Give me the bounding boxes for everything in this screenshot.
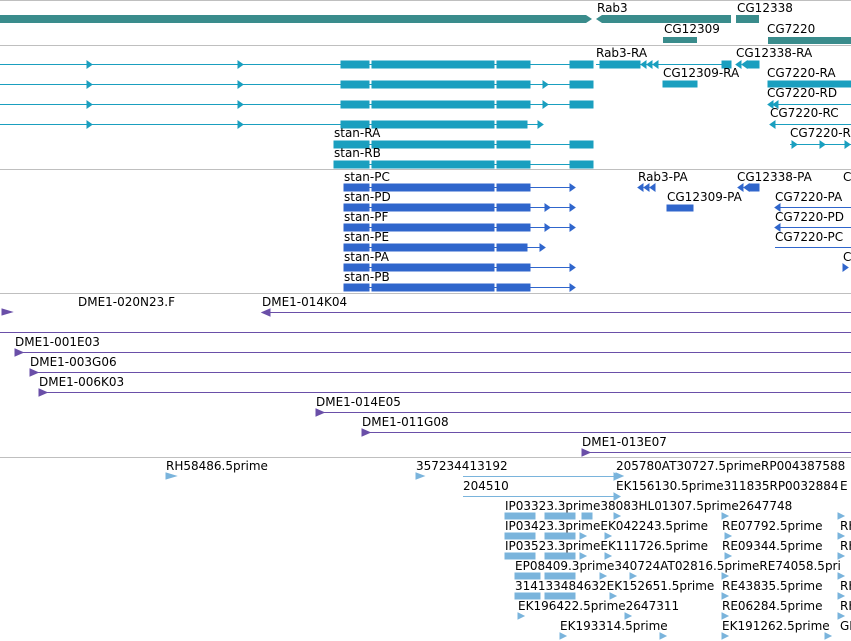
track-separator [0, 45, 851, 46]
est-label-ek191262[interactable]: EK191262.5prime [722, 619, 830, 633]
mrna-label-cg12338-ra[interactable]: CG12338-RA [736, 46, 813, 60]
est-label-ep08409[interactable]: EP08409.3prime340724AT02816.5primeRE7405… [515, 559, 841, 573]
protein-label-stan-pa[interactable]: stan-PA [344, 250, 389, 264]
clone-label-dme1-014k04[interactable]: DME1-014K04 [262, 295, 348, 309]
clone-label-dme1-006k03[interactable]: DME1-006K03 [39, 375, 125, 389]
gene-label-cg12309[interactable]: CG12309 [664, 22, 720, 36]
est-label-rh-4[interactable]: RH [840, 599, 851, 613]
est-label-ek193314[interactable]: EK193314.5prime [560, 619, 668, 633]
mrna-label-cg7220-r[interactable]: CG7220-R [790, 126, 851, 140]
gene-rab3-bar[interactable] [596, 15, 731, 23]
clone-track [0, 308, 851, 457]
mrna-label-stan-rb[interactable]: stan-RB [334, 146, 381, 160]
est-label-ip03523[interactable]: IP03523.3primeEK111726.5prime [505, 539, 709, 553]
protein-label-cg12338-pa[interactable]: CG12338-PA [737, 170, 812, 184]
protein-label-stan-pd[interactable]: stan-PD [344, 190, 391, 204]
clone-label-dme1-001e03[interactable]: DME1-001E03 [15, 335, 100, 349]
est-label-re43835[interactable]: RE43835.5prime [722, 579, 823, 593]
est-label-rh58486[interactable]: RH58486.5prime [166, 459, 268, 473]
track-separator [0, 0, 851, 1]
protein-label-stan-pe[interactable]: stan-PE [344, 230, 390, 244]
mrna-label-stan-ra[interactable]: stan-RA [334, 126, 381, 140]
est-label-ip03423[interactable]: IP03423.3primeEK042243.5prime [505, 519, 709, 533]
est-track [165, 472, 846, 640]
gene-stan-bar[interactable] [0, 15, 592, 23]
gene-cg7220-bar[interactable] [768, 37, 851, 44]
protein-label-c-1[interactable]: C [843, 170, 851, 184]
mrna-label-cg7220-ra[interactable]: CG7220-RA [767, 66, 836, 80]
est-label-re09344[interactable]: RE09344.5prime [722, 539, 823, 553]
mrna-track [0, 60, 851, 169]
gene-cg12338-bar[interactable] [736, 15, 759, 23]
clone-label-dme1-020n23f[interactable]: DME1-020N23.F [78, 295, 176, 309]
est-label-357234413192[interactable]: 357234413192 [416, 459, 508, 473]
clone-label-dme1-014e05[interactable]: DME1-014E05 [316, 395, 401, 409]
est-label-rh-1[interactable]: RH [840, 519, 851, 533]
track-separator [0, 457, 851, 458]
est-label-re06284[interactable]: RE06284.5prime [722, 599, 823, 613]
est-label-rh-3[interactable]: RH [840, 579, 851, 593]
est-label-ip03323[interactable]: IP03323.3prime38083HL01307.5prime2647748 [505, 499, 793, 513]
protein-label-cg7220-pc[interactable]: CG7220-PC [775, 230, 844, 244]
clone-label-dme1-013e07[interactable]: DME1-013E07 [582, 435, 667, 449]
protein-label-cg12309-pa[interactable]: CG12309-PA [667, 190, 742, 204]
track-separator [0, 169, 851, 170]
protein-label-stan-pf[interactable]: stan-PF [344, 210, 389, 224]
clone-label-dme1-011g08[interactable]: DME1-011G08 [362, 415, 449, 429]
gene-label-rab3[interactable]: Rab3 [597, 1, 628, 15]
est-label-314133484632[interactable]: 314133484632EK152651.5prime [515, 579, 715, 593]
track-separator [0, 293, 851, 294]
protein-label-cg7220-pd[interactable]: CG7220-PD [775, 210, 845, 224]
gene-label-cg7220[interactable]: CG7220 [767, 22, 816, 36]
clone-label-dme1-003g06[interactable]: DME1-003G06 [30, 355, 117, 369]
est-label-204510[interactable]: 204510 [463, 479, 509, 493]
gene-label-cg12338[interactable]: CG12338 [737, 1, 793, 15]
protein-label-stan-pc[interactable]: stan-PC [344, 170, 390, 184]
mrna-label-rab3-ra[interactable]: Rab3-RA [596, 46, 648, 60]
est-label-ek196422[interactable]: EK196422.5prime2647311 [518, 599, 680, 613]
mrna-label-cg7220-rd[interactable]: CG7220-RD [767, 86, 838, 100]
mrna-label-cg7220-rc[interactable]: CG7220-RC [770, 106, 839, 120]
protein-label-stan-pb[interactable]: stan-PB [344, 270, 390, 284]
protein-label-rab3-pa[interactable]: Rab3-PA [638, 170, 688, 184]
est-label-205780[interactable]: 205780AT30727.5primeRP004387588 [616, 459, 846, 473]
protein-label-cg7220-pa[interactable]: CG7220-PA [775, 190, 843, 204]
protein-label-c-2[interactable]: C [843, 250, 851, 264]
est-label-re07792[interactable]: RE07792.5prime [722, 519, 823, 533]
est-label-gi-edge[interactable]: GI [840, 619, 851, 633]
est-label-e-edge[interactable]: E [840, 479, 848, 493]
est-label-ek156130[interactable]: EK156130.5prime311835RP0032884 [616, 479, 839, 493]
mrna-label-cg12309-ra[interactable]: CG12309-RA [663, 66, 740, 80]
est-label-rh-2[interactable]: RH [840, 539, 851, 553]
protein-track [343, 183, 851, 292]
gene-track [0, 15, 851, 44]
gene-cg12309-bar[interactable] [663, 37, 697, 43]
